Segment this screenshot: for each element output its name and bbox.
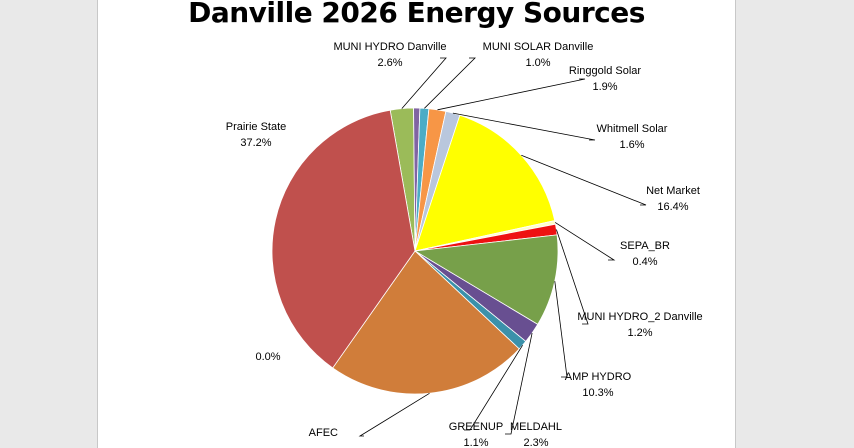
leader-line bbox=[505, 333, 533, 435]
slice-value-label: 10.3% bbox=[582, 387, 613, 399]
slice-name-label: MUNI HYDRO_2 Danville bbox=[577, 311, 702, 323]
slice-value-label: 37.2% bbox=[240, 137, 271, 149]
slice-name-label: MELDAHL bbox=[510, 421, 562, 433]
slice-value-label: 2.3% bbox=[523, 437, 548, 448]
leader-line bbox=[521, 154, 647, 206]
slice-name-label: AMP HYDRO bbox=[565, 371, 632, 383]
leader-line bbox=[464, 344, 523, 431]
slice-value-label: 1.2% bbox=[627, 327, 652, 339]
slice-name-label: Ringgold Solar bbox=[569, 65, 641, 77]
slice-value-label: 0.0% bbox=[255, 351, 280, 363]
slice-value-label: 1.6% bbox=[619, 139, 644, 151]
slice-name-label: Prairie State bbox=[226, 121, 287, 133]
slice-value-label: 0.4% bbox=[632, 256, 657, 268]
chart-title: Danville 2026 Energy Sources bbox=[188, 0, 645, 29]
chart-slide: Danville 2026 Energy Sources MUNI HYDRO … bbox=[97, 0, 736, 448]
slice-value-label: 2.6% bbox=[377, 57, 402, 69]
leader-line bbox=[452, 112, 596, 141]
slice-value-label: 1.0% bbox=[525, 57, 550, 69]
slice-value-label: 16.4% bbox=[657, 201, 688, 213]
slice-name-label: SEPA_BR bbox=[620, 240, 670, 252]
slice-name-label: Whitmell Solar bbox=[597, 123, 668, 135]
leader-line bbox=[401, 57, 447, 109]
slice-value-label: 1.1% bbox=[463, 437, 488, 448]
pie-slice bbox=[414, 114, 556, 252]
leader-line bbox=[554, 222, 616, 261]
leader-line bbox=[556, 229, 589, 325]
slice-name-label: AFEC bbox=[309, 427, 338, 439]
leader-line bbox=[358, 392, 430, 437]
leader-line bbox=[554, 281, 568, 378]
slice-name-label: Net Market bbox=[646, 185, 700, 197]
slice-name-label: GREENUP bbox=[449, 421, 503, 433]
leader-line bbox=[437, 78, 586, 111]
pie-slice bbox=[271, 109, 416, 369]
slice-name-label: MUNI SOLAR Danville bbox=[483, 41, 594, 53]
slice-value-label: 1.9% bbox=[592, 81, 617, 93]
pie-slice bbox=[332, 250, 520, 395]
slice-name-label: MUNI HYDRO Danville bbox=[333, 41, 446, 53]
leader-line bbox=[424, 57, 476, 109]
pie-chart: MUNI HYDRO Danville 2.6% MUNI SOLAR Danvil… bbox=[226, 41, 703, 448]
